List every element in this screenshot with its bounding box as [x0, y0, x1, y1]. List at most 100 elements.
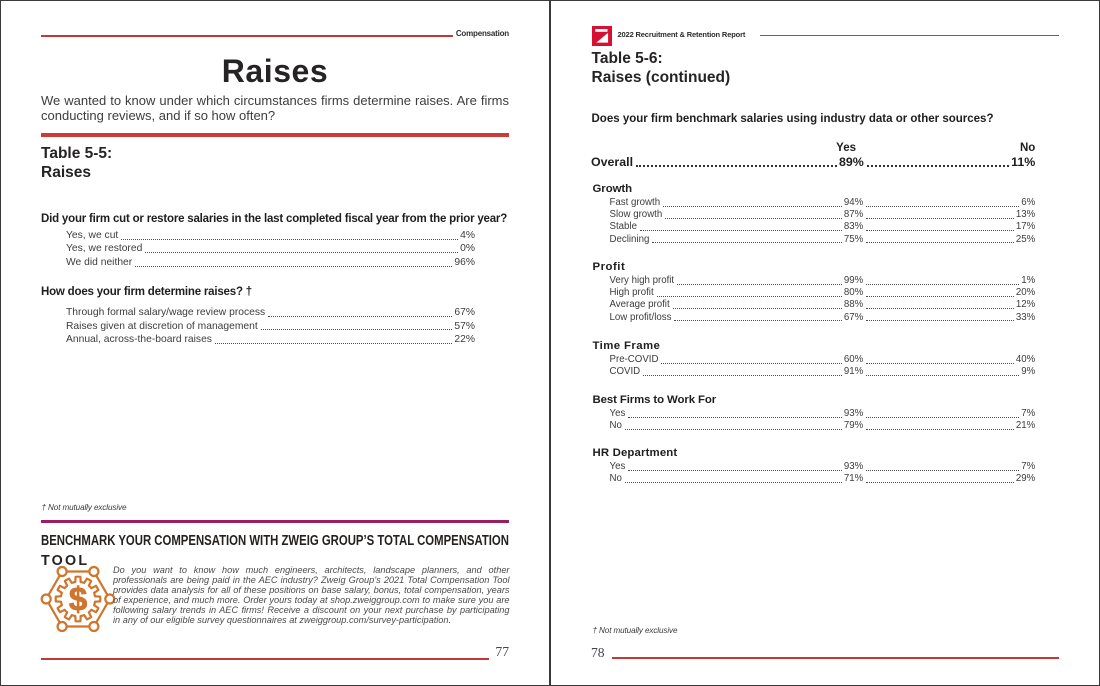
overall-row: Overall 89% 11% — [591, 154, 1035, 169]
table-5-5-heading: Table 5-5: Raises — [41, 144, 112, 183]
dot-leader — [628, 416, 842, 418]
dot-leader — [866, 362, 1014, 364]
row-value: 4% — [460, 229, 475, 241]
section-heading: Profit — [592, 260, 626, 273]
benchmark-rule — [41, 520, 509, 523]
dot-leader — [214, 342, 453, 344]
dot-leader — [661, 362, 842, 364]
benchmark-body-line: of experience, and much more. Order your… — [113, 594, 510, 605]
row-value-yes: 87% — [843, 209, 864, 221]
intro-line: conducting reviews, and if so how often? — [41, 107, 276, 123]
table-row: Yes, we restored 0% — [66, 242, 475, 256]
row-label: Pre-COVID — [609, 354, 659, 365]
row-label: Stable — [609, 221, 637, 233]
header-rule — [41, 34, 453, 37]
row-label: We did neither — [66, 256, 133, 268]
row-value: 57% — [454, 320, 475, 332]
table-5-6-heading: Table 5-6: Raises (continued) — [592, 49, 731, 88]
section-profit: Profit Very high profit 99% 1% High profi… — [593, 261, 1036, 324]
page-number: 77 — [495, 643, 509, 659]
table-row: Low profit/loss 67% 33% — [593, 312, 1036, 324]
row-value-no: 25% — [1015, 233, 1036, 245]
row-label: Yes — [609, 461, 626, 473]
zweig-group-logo — [592, 25, 612, 46]
dot-leader — [677, 283, 842, 285]
section-heading: HR Department — [592, 446, 678, 459]
table-heading-line: Table 5-6: — [591, 49, 663, 67]
section-best-firms: Best Firms to Work For Yes 93% 7% No 79% 2… — [593, 394, 1036, 433]
column-header-yes: Yes — [836, 141, 856, 154]
row-value-no: 12% — [1015, 299, 1036, 311]
row-value-yes: 93% — [843, 408, 864, 419]
row-value: 67% — [454, 307, 475, 319]
question-1-rows: Yes, we cut 4% Yes, we restored 0% We di… — [66, 229, 475, 270]
row-label: Slow growth — [609, 209, 663, 221]
row-value-no: 9% — [1021, 366, 1036, 378]
table-row: We did neither 96% — [66, 256, 475, 270]
row-label: COVID — [609, 366, 641, 378]
dot-leader — [643, 374, 842, 376]
dot-leader — [866, 469, 1020, 471]
dot-leader — [652, 242, 842, 244]
row-label: No — [609, 420, 622, 432]
dot-leader — [268, 315, 453, 317]
dot-leader — [672, 308, 842, 310]
row-label: Yes, we restored — [66, 243, 143, 255]
section-hr-department: HR Department Yes 93% 7% No 71% 29% — [593, 447, 1036, 486]
dot-leader — [866, 320, 1014, 322]
row-value-yes: 80% — [843, 287, 864, 299]
table-row: Raises given at discretion of management… — [66, 320, 475, 333]
table-row: COVID 91% 9% — [593, 366, 1036, 378]
row-value-yes: 91% — [843, 366, 864, 378]
section-growth: Growth Fast growth 94% 6% Slow growth 87% … — [593, 183, 1036, 246]
row-value-yes: 99% — [843, 275, 864, 287]
table-row: Through formal salary/wage review proces… — [66, 306, 475, 319]
row-label: Yes — [609, 408, 626, 419]
table-heading-line: Raises — [41, 164, 91, 182]
row-value-no: 6% — [1021, 197, 1036, 209]
row-label: Through formal salary/wage review proces… — [66, 307, 266, 319]
row-value: 96% — [454, 256, 475, 268]
dot-leader — [866, 242, 1014, 244]
dot-leader — [866, 428, 1014, 430]
benchmark-body-line: in any of our eligible survey questionna… — [113, 615, 452, 626]
dot-leader — [260, 329, 453, 331]
dot-leader — [624, 428, 842, 430]
row-value: 22% — [454, 334, 475, 346]
row-value-yes: 75% — [843, 233, 864, 245]
dot-leader — [628, 469, 842, 471]
page-number: 78 — [591, 645, 605, 661]
row-label: Very high profit — [609, 275, 675, 287]
table-row: High profit 80% 20% — [593, 287, 1036, 299]
dot-leader — [866, 295, 1014, 297]
section-heading: Best Firms to Work For — [592, 393, 717, 406]
dot-leader — [866, 308, 1014, 310]
table-row: Declining 75% 25% — [593, 234, 1036, 246]
table-row: No 71% 29% — [593, 473, 1036, 485]
row-value-yes: 60% — [843, 354, 864, 365]
row-label: Raises given at discretion of management — [66, 320, 258, 332]
intro-line: We wanted to know under which circumstan… — [41, 92, 509, 108]
benchmark-body-line: Do you want to know how much engineers, … — [113, 564, 510, 575]
table-heading-line: Raises (continued) — [591, 69, 731, 87]
dot-leader — [656, 295, 842, 297]
intro-paragraph: We wanted to know under which circumstan… — [41, 92, 509, 124]
row-value-yes: 89% — [838, 154, 864, 169]
dot-leader — [866, 481, 1014, 483]
dot-leader — [866, 164, 1010, 167]
table-row: Slow growth 87% 13% — [593, 209, 1036, 221]
row-value-no: 1% — [1021, 275, 1036, 287]
row-label: Overall — [591, 154, 634, 169]
footer-rule — [41, 657, 489, 660]
dot-leader — [866, 416, 1020, 418]
dollar-gear-icon: $ — [40, 565, 116, 632]
row-value-no: 29% — [1015, 473, 1036, 485]
benchmark-question: Does your firm benchmark salaries using … — [591, 113, 994, 125]
page-77: Compensation Raises We wanted to know un… — [1, 1, 549, 685]
row-value-yes: 88% — [843, 299, 864, 311]
section-heading: Growth — [592, 182, 633, 195]
dot-leader — [624, 481, 842, 483]
row-value-no: 7% — [1021, 408, 1036, 419]
table-row: Yes, we cut 4% — [66, 229, 475, 243]
